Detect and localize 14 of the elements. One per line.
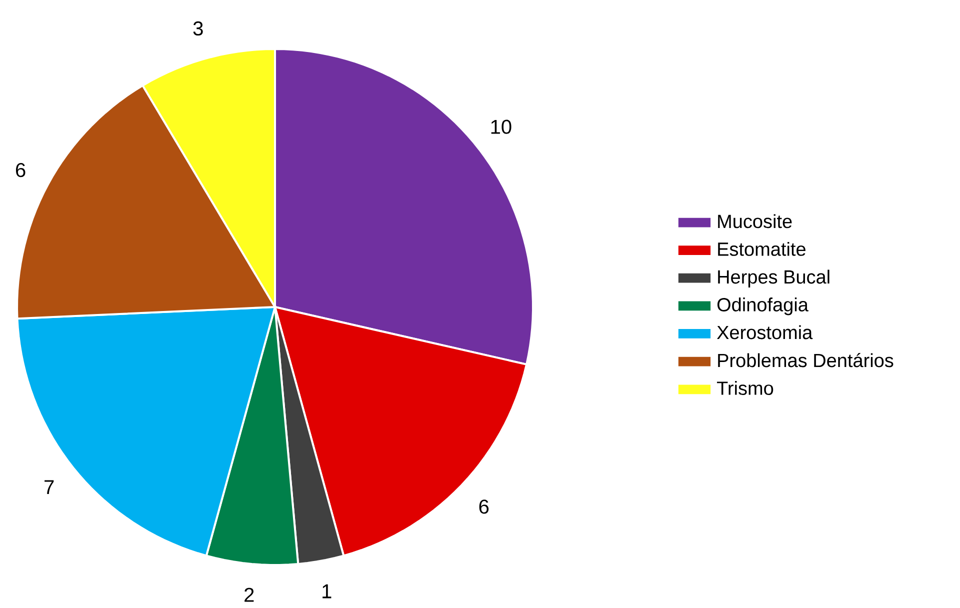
data-label: 7 — [44, 480, 54, 494]
legend-label: Xerostomia — [716, 325, 813, 340]
legend-label: Odinofagia — [717, 297, 808, 315]
legend-label: Herpes Bucal — [718, 270, 830, 288]
legend-label: Estomatite — [718, 242, 806, 256]
data-label: 10 — [491, 120, 512, 134]
legend-label: Trismo — [716, 380, 774, 395]
data-label: 2 — [244, 588, 254, 602]
data-label: 1 — [322, 584, 332, 598]
legend-label: Problemas Dentários — [718, 352, 894, 367]
data-label: 6 — [16, 162, 26, 177]
data-label: 6 — [479, 499, 489, 514]
legend-label: Mucosite — [718, 214, 792, 228]
data-label: 3 — [193, 21, 203, 36]
